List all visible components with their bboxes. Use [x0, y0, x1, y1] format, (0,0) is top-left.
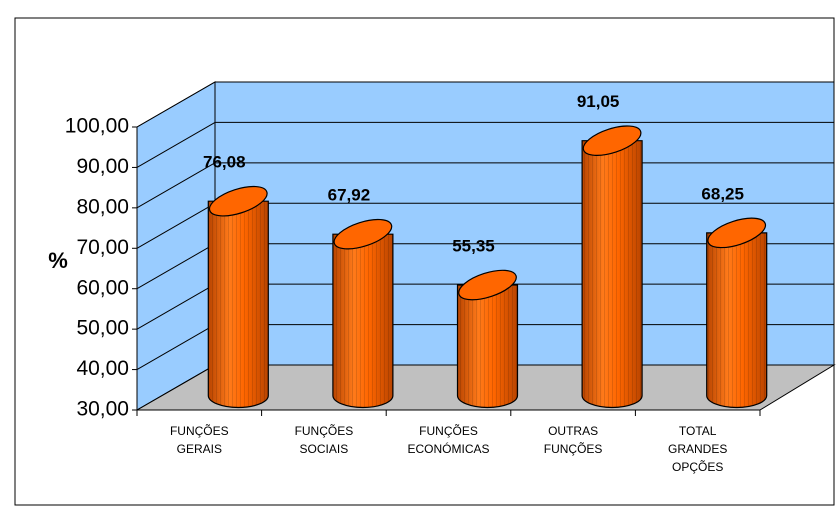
- bar-top: [458, 269, 517, 301]
- grid-line: [136, 324, 216, 371]
- bar: [581, 125, 643, 409]
- value-label: 55,35: [452, 236, 495, 255]
- bar-stripes: [208, 201, 269, 408]
- y-axis-label: %: [48, 248, 68, 273]
- value-label: 91,05: [577, 92, 620, 111]
- y-tick-label: 80,00: [76, 195, 129, 218]
- grid-line: [136, 283, 216, 330]
- value-label: 68,25: [701, 184, 744, 203]
- grid-line: [136, 121, 216, 168]
- bar-top: [582, 125, 642, 156]
- y-tick-label: 40,00: [76, 357, 129, 380]
- grid-line: [136, 364, 216, 411]
- bar-top: [707, 217, 767, 249]
- bar-stripes: [582, 140, 643, 408]
- bar-top: [333, 218, 393, 250]
- grid-line: [136, 81, 216, 128]
- bar: [706, 217, 768, 409]
- y-tick-label: 100,00: [65, 115, 129, 138]
- value-label: 67,92: [328, 186, 371, 205]
- bar: [207, 185, 269, 409]
- y-tick-label: 90,00: [76, 155, 129, 178]
- grid-line: [136, 243, 216, 290]
- bar: [332, 218, 394, 409]
- x-tick-label: FUNÇÕES SOCIAIS: [295, 423, 354, 456]
- bar-top: [208, 185, 268, 217]
- x-tick-label: FUNÇÕES GERAIS: [170, 423, 229, 456]
- grid-line: [136, 162, 216, 209]
- x-tick-label: TOTAL GRANDES OPÇÕES: [668, 424, 727, 474]
- y-tick-label: 60,00: [76, 276, 129, 299]
- side-wall: [136, 81, 216, 411]
- bar-stripes: [706, 232, 767, 408]
- value-label: 76,08: [203, 153, 246, 172]
- bar-stripes: [457, 285, 518, 408]
- bar: [456, 269, 519, 409]
- grid-line: [136, 202, 216, 249]
- y-tick-label: 70,00: [76, 236, 129, 259]
- y-tick-label: 30,00: [76, 398, 129, 421]
- x-tick-label: FUNÇÕES ECONÓMICAS: [407, 423, 489, 456]
- bar-stripes: [332, 234, 393, 408]
- x-tick-label: OUTRAS FUNÇÕES: [544, 424, 603, 456]
- y-tick-label: 50,00: [76, 317, 129, 340]
